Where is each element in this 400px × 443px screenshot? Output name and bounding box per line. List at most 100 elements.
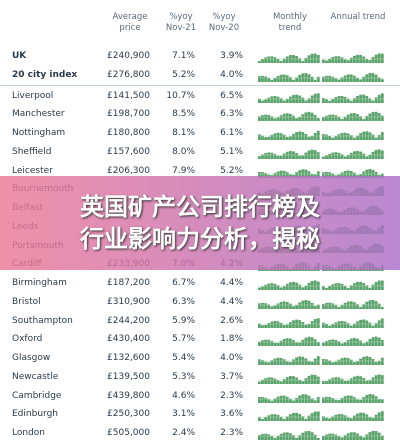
yoy-nov21: 6.3% <box>172 296 195 307</box>
yoy-nov20: 5.2% <box>220 165 243 176</box>
row-name: London <box>12 428 45 438</box>
sparkline <box>322 356 384 365</box>
sparkline <box>258 374 320 384</box>
sparkline <box>258 430 320 440</box>
sparkline <box>258 411 320 422</box>
yoy-nov20: 4.4% <box>220 278 243 288</box>
sparkline <box>258 299 320 309</box>
row-name: Southampton <box>12 315 73 326</box>
price: £276,800 <box>107 69 150 80</box>
price: £157,600 <box>107 146 150 157</box>
yoy-nov20: 6.5% <box>220 90 243 101</box>
sparkline <box>258 130 320 140</box>
yoy-nov20: 3.6% <box>220 409 243 420</box>
yoy-nov21: 5.9% <box>172 315 195 326</box>
row-name: Liverpool <box>12 90 54 101</box>
sparkline <box>322 280 384 290</box>
header-nov20: %yoy Nov-20 <box>208 12 240 33</box>
sparkline <box>258 317 320 328</box>
header-annual: Annual trend <box>330 12 386 22</box>
sparkline <box>322 53 384 63</box>
sparkline <box>258 92 320 103</box>
row-name: Nottingham <box>12 128 66 138</box>
yoy-nov21: 8.0% <box>172 146 195 157</box>
yoy-nov21: 10.7% <box>166 90 195 101</box>
row-name: Oxford <box>12 334 43 345</box>
sparkline <box>322 336 384 347</box>
sparkline <box>322 72 384 82</box>
sparkline <box>322 92 384 103</box>
sparkline <box>322 430 384 440</box>
row-name: Edinburgh <box>12 409 58 420</box>
row-name: Glasgow <box>12 353 51 363</box>
row-name: UK <box>12 51 27 61</box>
row-name: Newcastle <box>12 371 59 382</box>
yoy-nov20: 5.1% <box>220 146 243 157</box>
sparkline <box>258 393 320 403</box>
yoy-nov20: 3.7% <box>220 371 243 382</box>
sparkline <box>258 53 320 63</box>
yoy-nov21: 6.7% <box>172 278 195 288</box>
yoy-nov21: 5.3% <box>172 371 195 382</box>
yoy-nov21: 8.5% <box>172 109 195 120</box>
sparkline <box>322 299 384 309</box>
sparkline <box>258 280 320 290</box>
yoy-nov20: 2.3% <box>220 428 243 438</box>
sparkline <box>258 72 320 82</box>
yoy-nov21: 8.1% <box>172 128 195 138</box>
price: £439,800 <box>107 390 150 401</box>
yoy-nov21: 5.7% <box>172 334 195 345</box>
row-name: Manchester <box>12 109 65 120</box>
sparkline <box>258 149 320 159</box>
row-name: Bristol <box>12 296 41 307</box>
price: £141,500 <box>107 90 150 101</box>
banner-line: 行业影响力分析，揭秘 <box>80 225 320 253</box>
sparkline <box>258 337 320 347</box>
price: £187,200 <box>107 278 150 288</box>
header-price: Average price <box>112 12 148 33</box>
price: £430,400 <box>107 334 150 345</box>
price: £198,700 <box>107 109 150 120</box>
price: £310,900 <box>107 296 150 307</box>
row-name: Cambridge <box>12 390 62 401</box>
price: £139,500 <box>107 371 150 382</box>
sparkline <box>258 112 320 122</box>
yoy-nov20: 3.9% <box>220 51 243 61</box>
row-name: Leicester <box>12 165 53 176</box>
price: £132,600 <box>107 353 150 363</box>
yoy-nov21: 2.4% <box>172 428 195 438</box>
row-name: Birmingham <box>12 278 67 288</box>
yoy-nov20: 6.1% <box>220 128 243 138</box>
yoy-nov20: 4.0% <box>220 69 243 80</box>
sparkline <box>322 112 384 122</box>
yoy-nov21: 3.1% <box>172 409 195 420</box>
sparkline <box>322 318 384 328</box>
header-monthly: Monthly trend <box>272 12 308 33</box>
header-nov21: %yoy Nov-21 <box>165 12 197 33</box>
price: £206,300 <box>107 165 150 176</box>
yoy-nov20: 1.8% <box>220 334 243 345</box>
yoy-nov21: 7.1% <box>172 51 195 61</box>
yoy-nov20: 2.6% <box>220 315 243 326</box>
row-name: 20 city index <box>12 69 78 80</box>
yoy-nov21: 5.2% <box>172 69 195 80</box>
sparkline <box>322 411 384 422</box>
yoy-nov21: 4.6% <box>172 390 195 401</box>
sparkline <box>258 356 320 365</box>
price: £240,900 <box>107 51 150 61</box>
price: £244,200 <box>107 315 150 326</box>
banner: 英国矿产公司排行榜及 行业影响力分析，揭秘 <box>0 176 400 270</box>
price: £250,300 <box>107 409 150 420</box>
yoy-nov21: 7.9% <box>172 165 195 176</box>
yoy-nov20: 6.3% <box>220 109 243 120</box>
yoy-nov20: 4.4% <box>220 296 243 307</box>
yoy-nov21: 5.4% <box>172 353 195 363</box>
price: £180,800 <box>107 128 150 138</box>
sparkline <box>322 131 384 140</box>
sparkline <box>322 393 384 403</box>
row-name: Sheffield <box>12 146 52 157</box>
yoy-nov20: 4.0% <box>220 353 243 363</box>
price: £505,000 <box>107 428 150 438</box>
sparkline <box>322 374 384 384</box>
yoy-nov20: 2.3% <box>220 390 243 401</box>
